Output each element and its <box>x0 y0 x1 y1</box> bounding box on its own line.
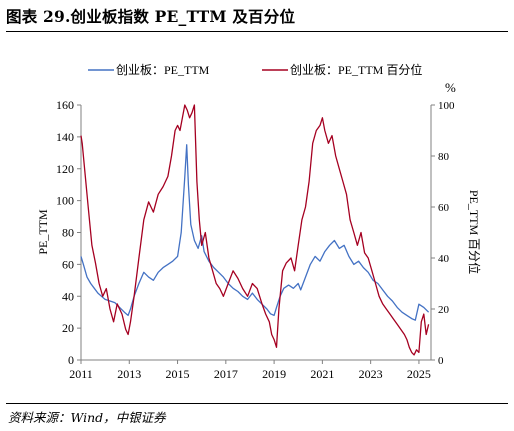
y2-tick-label: 80 <box>438 151 450 163</box>
legend-label-pct: 创业板：PE_TTM 百分位 <box>290 62 422 77</box>
y2-tick-label: 40 <box>438 253 450 265</box>
y-tick-label: 60 <box>62 257 74 271</box>
y-tick-label: 140 <box>56 130 74 144</box>
y2-unit-label: % <box>445 80 456 95</box>
y2-axis-label: PE_TTM 百分位 <box>467 190 482 274</box>
chart-axes: 0 20 40 60 80 100 120 140 160 0 20 40 60 80 100 2011 201… <box>56 98 455 381</box>
page-title: 图表 29.创业板指数 PE_TTM 及百分位 <box>6 7 296 26</box>
source-note: 资料来源：Wind，中银证券 <box>8 410 166 425</box>
y-tick-label: 120 <box>56 162 74 176</box>
y-tick-label: 0 <box>68 353 74 367</box>
y2-tick-label: 60 <box>438 202 450 214</box>
chart-legend: 创业板：PE_TTM 创业板：PE_TTM 百分位 <box>88 62 422 77</box>
y-axis-label: PE_TTM <box>36 209 50 255</box>
y2-tick-label: 100 <box>438 100 455 112</box>
x-tick-label: 2021 <box>310 367 334 381</box>
title-rule <box>6 31 508 32</box>
y2-tick-label: 20 <box>438 304 450 316</box>
legend-label-pe: 创业板：PE_TTM <box>116 63 210 77</box>
x-tick-label: 2015 <box>166 367 190 381</box>
x-tick-label: 2019 <box>262 367 286 381</box>
x-tick-label: 2025 <box>407 367 431 381</box>
source-rule <box>6 403 508 404</box>
y-tick-label: 20 <box>62 321 74 335</box>
x-tick-label: 2023 <box>359 367 383 381</box>
y-tick-label: 100 <box>56 194 74 208</box>
y2-tick-label: 0 <box>438 355 444 367</box>
pe-ttm-line <box>80 144 430 321</box>
y-tick-label: 40 <box>62 289 74 303</box>
x-tick-label: 2017 <box>214 367 238 381</box>
chart-lines <box>80 104 430 356</box>
x-tick-label: 2011 <box>69 367 93 381</box>
x-tick-label: 2013 <box>117 367 141 381</box>
y-tick-label: 80 <box>62 226 74 240</box>
pe-ttm-percentile-line <box>80 104 430 356</box>
y-tick-label: 160 <box>56 98 74 112</box>
